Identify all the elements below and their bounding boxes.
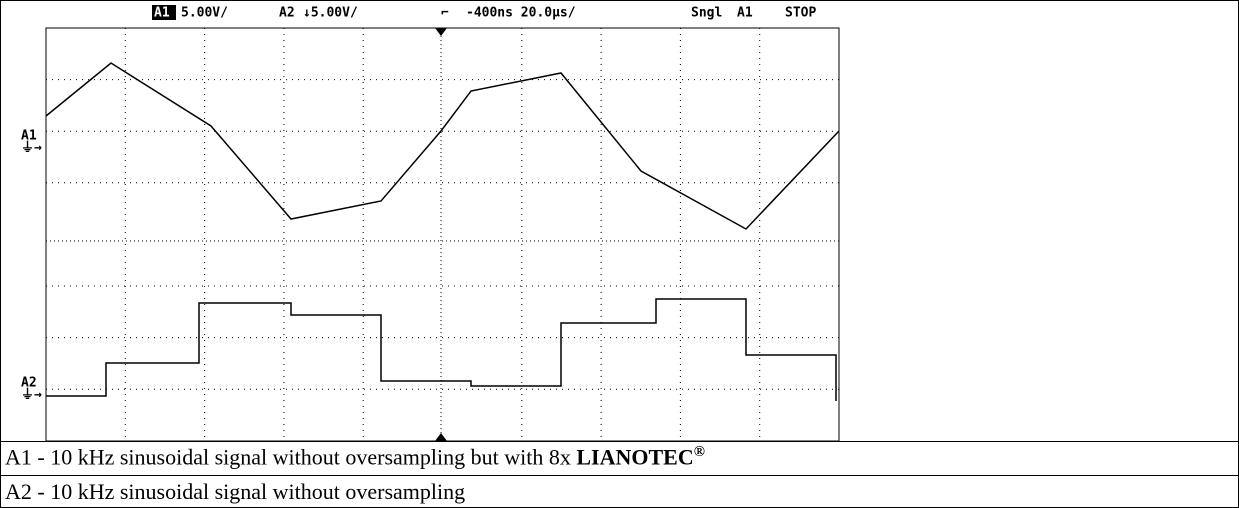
caption: A2 - 10 kHz sinusoidal signal without ov… <box>5 479 465 505</box>
registered: ® <box>693 444 705 460</box>
trigger-marker <box>435 28 447 36</box>
caption: A1 - 10 kHz sinusoidal signal without ov… <box>5 444 705 470</box>
trigger-icon: ⌐ <box>441 6 449 21</box>
caption-text: A1 - 10 kHz sinusoidal signal without ov… <box>5 444 577 470</box>
ch1-box <box>152 5 176 20</box>
mode: Sngl <box>691 6 722 21</box>
ch1: A1 <box>154 6 170 21</box>
ch2: A2 <box>279 6 295 21</box>
timebase: -400ns 20.0µs/ <box>466 6 576 21</box>
trigger-source: A1 <box>737 6 753 21</box>
ch1-scale: 5.00V/ <box>181 6 228 21</box>
bottom-marker <box>435 433 447 441</box>
ch2-scale: ↓5.00V/ <box>303 6 358 21</box>
ground-mark: ⏚→ <box>21 388 42 403</box>
grid-border <box>45 27 840 442</box>
ch-label: A1 <box>21 129 37 144</box>
ch-label: A2 <box>21 376 37 391</box>
caption-text: A2 - 10 kHz sinusoidal signal without ov… <box>5 479 466 504</box>
brand: LIANOTEC <box>576 444 694 470</box>
state: STOP <box>785 6 816 21</box>
grid <box>46 28 839 441</box>
ground-mark: ⏚→ <box>21 141 42 156</box>
scope-cell: A1 5.00V/ A2 ↓5.00V/ ⌐ -400ns 20.0µs/ Sn… <box>1 1 1238 442</box>
trace-a1 <box>45 62 840 230</box>
scope-screen: A1 5.00V/ A2 ↓5.00V/ ⌐ -400ns 20.0µs/ Sn… <box>21 5 840 442</box>
row-divider <box>1 475 1238 476</box>
trace-a2 <box>46 298 837 401</box>
